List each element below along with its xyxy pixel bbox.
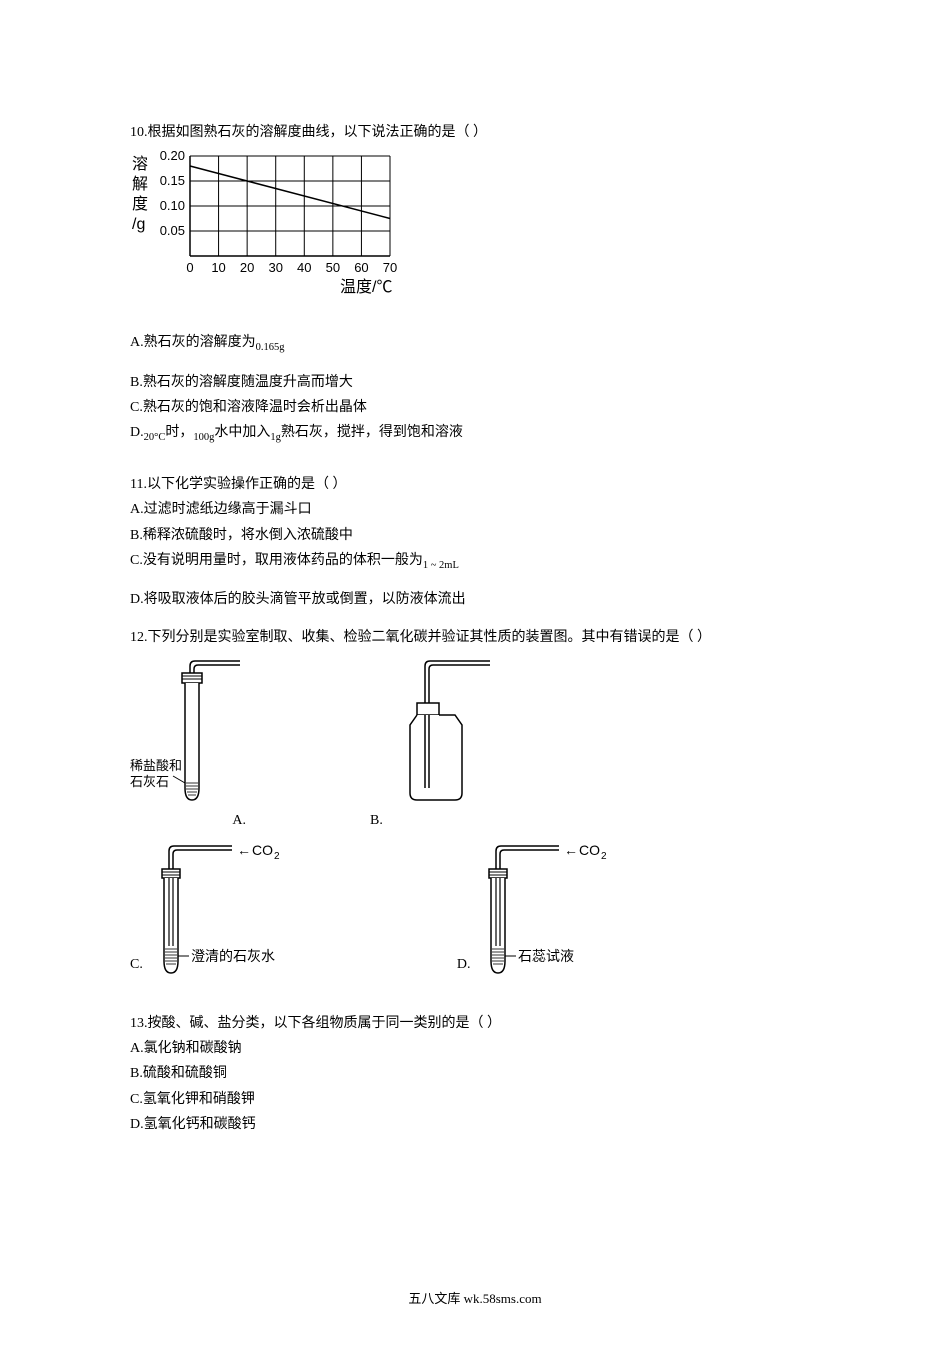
page-footer: 五八文库 wk.58sms.com bbox=[130, 1287, 820, 1310]
svg-text:解: 解 bbox=[132, 175, 148, 193]
q10-a-prefix: A.熟石灰的溶解度为 bbox=[130, 335, 256, 350]
q10-d-t1: 时， bbox=[165, 425, 193, 440]
q12-row2: C. ← CO 2 bbox=[130, 841, 820, 981]
c-caption: 澄清的石灰水 bbox=[191, 949, 275, 965]
q12-diagram-a: 稀盐酸和 石灰石 A. bbox=[130, 658, 250, 833]
q11-c-prefix: C.没有说明用量时，取用液体药品的体积一般为 bbox=[130, 553, 423, 568]
svg-text:10: 10 bbox=[211, 260, 225, 275]
q12-diagram-c: C. ← CO 2 bbox=[130, 841, 337, 981]
q10-option-b: B.熟石灰的溶解度随温度升高而增大 bbox=[130, 370, 820, 395]
svg-text:0.05: 0.05 bbox=[160, 223, 185, 238]
q12-c-label: C. bbox=[130, 952, 143, 977]
q10-d-prefix: D. bbox=[130, 425, 144, 440]
q12-diagram-b: B. bbox=[370, 658, 510, 833]
q11-c-value: 1 ~ 2mL bbox=[423, 559, 459, 570]
q13-option-c: C.氢氧化钾和硝酸钾 bbox=[130, 1087, 820, 1112]
q11-option-c: C.没有说明用量时，取用液体药品的体积一般为1 ~ 2mL bbox=[130, 548, 820, 576]
q11-option-a: A.过滤时滤纸边缘高于漏斗口 bbox=[130, 497, 820, 522]
q10-option-d: D.20°C时，100g水中加入1g熟石灰，搅拌，得到饱和溶液 bbox=[130, 420, 820, 448]
svg-text:40: 40 bbox=[297, 260, 311, 275]
q13-option-d: D.氢氧化钙和碳酸钙 bbox=[130, 1112, 820, 1137]
svg-text:70: 70 bbox=[383, 260, 397, 275]
c-arrow-text: ← bbox=[237, 842, 251, 858]
q10-stem: 10.根据如图熟石灰的溶解度曲线，以下说法正确的是（ ） bbox=[130, 120, 820, 145]
svg-text:50: 50 bbox=[326, 260, 340, 275]
a-caption1: 稀盐酸和 bbox=[130, 758, 182, 773]
solubility-chart: 0 10 20 30 40 50 60 70 0.05 0.10 0.15 0.20 溶解度/g 温度/℃ bbox=[130, 151, 430, 311]
q13-option-a: A.氯化钠和碳酸钠 bbox=[130, 1036, 820, 1061]
svg-text:20: 20 bbox=[240, 260, 254, 275]
apparatus-b-icon bbox=[370, 658, 510, 808]
svg-text:CO: CO bbox=[252, 842, 273, 858]
svg-text:/g: /g bbox=[132, 216, 145, 233]
q10-d-v1: 20°C bbox=[144, 432, 166, 443]
question-12: 12.下列分别是实验室制取、收集、检验二氧化碳并验证其性质的装置图。其中有错误的… bbox=[130, 625, 820, 981]
q10-option-a: A.熟石灰的溶解度为0.165g bbox=[130, 330, 820, 358]
svg-text:0.15: 0.15 bbox=[160, 173, 185, 188]
q12-d-label: D. bbox=[457, 952, 471, 977]
q11-option-d: D.将吸取液体后的胶头滴管平放或倒置，以防液体流出 bbox=[130, 587, 820, 612]
q12-stem: 12.下列分别是实验室制取、收集、检验二氧化碳并验证其性质的装置图。其中有错误的… bbox=[130, 625, 820, 650]
q10-d-t3: 熟石灰，搅拌，得到饱和溶液 bbox=[281, 425, 463, 440]
q11-stem: 11.以下化学实验操作正确的是（ ） bbox=[130, 472, 820, 497]
svg-text:度: 度 bbox=[132, 195, 148, 213]
svg-text:2: 2 bbox=[274, 851, 280, 862]
q10-d-v2: 100g bbox=[193, 432, 214, 443]
q12-a-label: A. bbox=[232, 808, 246, 833]
svg-text:2: 2 bbox=[601, 851, 607, 862]
q10-a-value: 0.165g bbox=[256, 342, 285, 353]
question-11: 11.以下化学实验操作正确的是（ ） A.过滤时滤纸边缘高于漏斗口 B.稀释浓硫… bbox=[130, 472, 820, 612]
q10-d-v3: 1g bbox=[270, 432, 281, 443]
question-10: 10.根据如图熟石灰的溶解度曲线，以下说法正确的是（ ） 0 10 20 30 40 50… bbox=[130, 120, 820, 448]
svg-text:0.20: 0.20 bbox=[160, 151, 185, 163]
q10-chart: 0 10 20 30 40 50 60 70 0.05 0.10 0.15 0.20 溶解度/g 温度/℃ bbox=[130, 151, 820, 320]
svg-text:←: ← bbox=[564, 842, 578, 858]
q10-d-t2: 水中加入 bbox=[214, 425, 270, 440]
q10-option-c: C.熟石灰的饱和溶液降温时会析出晶体 bbox=[130, 395, 820, 420]
q12-row1: 稀盐酸和 石灰石 A. bbox=[130, 658, 820, 833]
question-13: 13.按酸、碱、盐分类，以下各组物质属于同一类别的是（ ） A.氯化钠和碳酸钠 … bbox=[130, 1011, 820, 1137]
svg-text:0: 0 bbox=[186, 260, 193, 275]
apparatus-a-icon: 稀盐酸和 石灰石 bbox=[130, 658, 250, 808]
svg-text:60: 60 bbox=[354, 260, 368, 275]
a-caption2: 石灰石 bbox=[130, 774, 169, 789]
d-caption: 石蕊试液 bbox=[518, 949, 574, 965]
svg-text:温度/℃: 温度/℃ bbox=[340, 278, 392, 296]
svg-text:0.10: 0.10 bbox=[160, 198, 185, 213]
apparatus-d-icon: ← CO 2 bbox=[474, 841, 644, 981]
q12-diagram-d: D. ← CO 2 bbox=[457, 841, 645, 981]
svg-text:CO: CO bbox=[579, 842, 600, 858]
q13-stem: 13.按酸、碱、盐分类，以下各组物质属于同一类别的是（ ） bbox=[130, 1011, 820, 1036]
svg-text:溶: 溶 bbox=[132, 155, 148, 173]
q13-option-b: B.硫酸和硫酸铜 bbox=[130, 1061, 820, 1086]
svg-text:30: 30 bbox=[268, 260, 282, 275]
apparatus-c-icon: ← CO 2 bbox=[147, 841, 337, 981]
q12-b-label: B. bbox=[370, 813, 383, 828]
q11-option-b: B.稀释浓硫酸时，将水倒入浓硫酸中 bbox=[130, 523, 820, 548]
